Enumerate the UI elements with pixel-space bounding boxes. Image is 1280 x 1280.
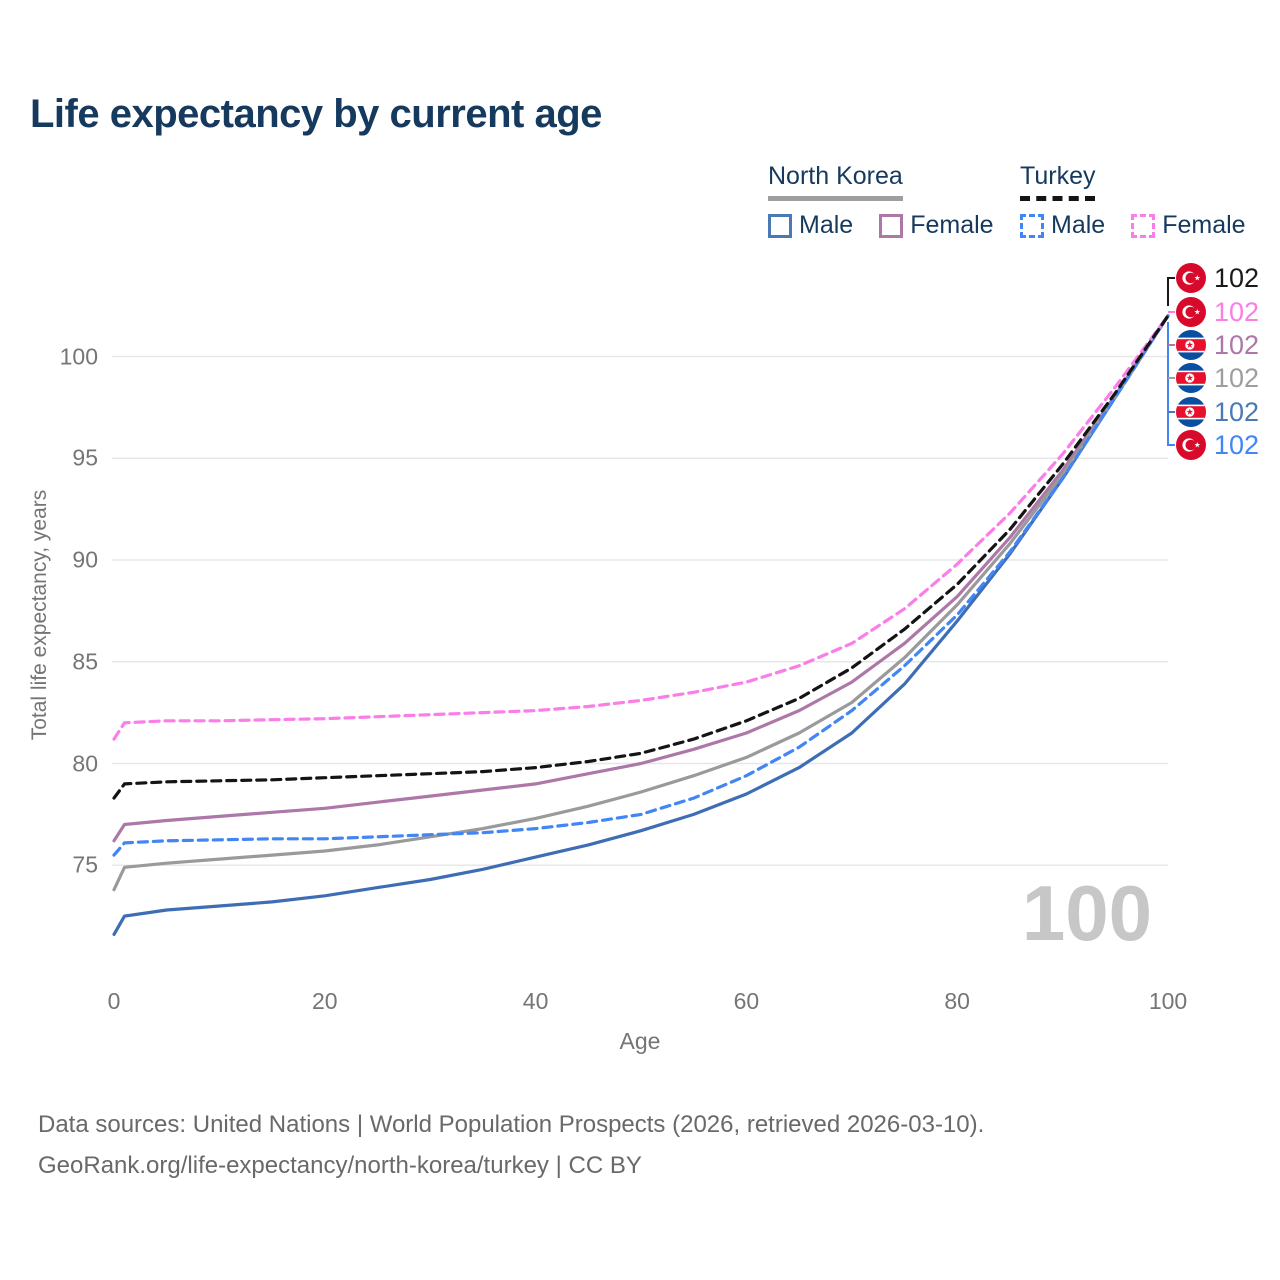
y-tick-label: 95 xyxy=(72,444,98,471)
legend-country-north-korea: North Korea xyxy=(768,162,903,201)
legend-item-turkey-female[interactable]: Female xyxy=(1131,211,1246,240)
y-tick-label: 90 xyxy=(72,546,98,573)
north-korea-flag-icon xyxy=(1176,397,1206,427)
end-label-value: 102 xyxy=(1214,429,1260,460)
turkey-flag-icon xyxy=(1176,263,1206,293)
legend-swatch-turkey-male[interactable] xyxy=(1020,213,1044,238)
leader-line xyxy=(1167,322,1175,446)
y-tick-label: 85 xyxy=(72,648,98,675)
legend-group-north-korea: North Korea Male Female xyxy=(768,162,994,240)
legend-swatch-north-korea-male[interactable] xyxy=(768,213,792,238)
legend-country-turkey: Turkey xyxy=(1020,162,1096,201)
x-tick-label: 80 xyxy=(944,988,970,1014)
end-label-value: 102 xyxy=(1214,362,1260,393)
series-line-turkey-female xyxy=(112,314,1170,741)
x-tick-label: 60 xyxy=(733,988,760,1014)
end-label-value: 102 xyxy=(1214,396,1260,427)
turkey-flag-icon xyxy=(1176,297,1206,327)
footer-line-2: GeoRank.org/life-expectancy/north-korea/… xyxy=(38,1152,642,1179)
end-label-value: 102 xyxy=(1214,329,1260,360)
legend-label: Male xyxy=(799,211,854,239)
x-axis-title: Age xyxy=(619,1028,661,1054)
footer-line-1: Data sources: United Nations | World Pop… xyxy=(38,1111,985,1138)
legend-label: Female xyxy=(1162,211,1246,239)
x-tick-label: 40 xyxy=(522,988,549,1014)
north-korea-flag-icon xyxy=(1176,330,1206,360)
series-line-north-korea-total xyxy=(112,314,1170,892)
legend-item-north-korea-female[interactable]: Female xyxy=(879,211,994,240)
legend-swatch-north-korea-female[interactable] xyxy=(879,213,904,238)
legend-item-north-korea-male[interactable]: Male xyxy=(768,211,853,240)
end-label-row: 102 xyxy=(1176,396,1259,428)
leader-line xyxy=(1167,277,1175,306)
x-tick-label: 100 xyxy=(1148,988,1188,1014)
y-tick-label: 75 xyxy=(72,851,98,878)
series-line-turkey-male xyxy=(112,314,1170,857)
legend-label: Female xyxy=(910,211,994,239)
end-label-row: 102 xyxy=(1176,329,1259,361)
y-tick-label: 80 xyxy=(72,750,98,776)
series-line-turkey-total xyxy=(112,314,1170,800)
series-line-north-korea-male xyxy=(112,314,1170,937)
end-label-row: 102 xyxy=(1176,296,1259,328)
legend-label: Male xyxy=(1051,211,1106,239)
series-line-north-korea-female xyxy=(112,314,1170,843)
north-korea-flag-icon xyxy=(1176,363,1206,393)
y-tick-label: 100 xyxy=(59,343,98,369)
age-counter-watermark: 100 xyxy=(1021,869,1152,957)
turkey-flag-icon xyxy=(1176,430,1206,460)
legend-swatch-turkey-female[interactable] xyxy=(1131,213,1156,238)
end-label-value: 102 xyxy=(1214,262,1260,293)
end-label-row: 102 xyxy=(1176,362,1259,394)
x-tick-label: 0 xyxy=(107,988,121,1014)
x-tick-label: 20 xyxy=(312,988,338,1014)
page-title: Life expectancy by current age xyxy=(30,92,602,136)
end-label-row: 102 xyxy=(1176,262,1259,294)
legend-group-turkey: Turkey Male Female xyxy=(1020,162,1246,240)
footer-attribution: Data sources: United Nations | World Pop… xyxy=(38,1104,984,1186)
legend-item-turkey-male[interactable]: Male xyxy=(1020,211,1105,240)
y-axis-title: Total life expectancy, years xyxy=(28,489,51,741)
end-label-row: 102 xyxy=(1176,429,1259,461)
end-label-value: 102 xyxy=(1214,296,1260,327)
